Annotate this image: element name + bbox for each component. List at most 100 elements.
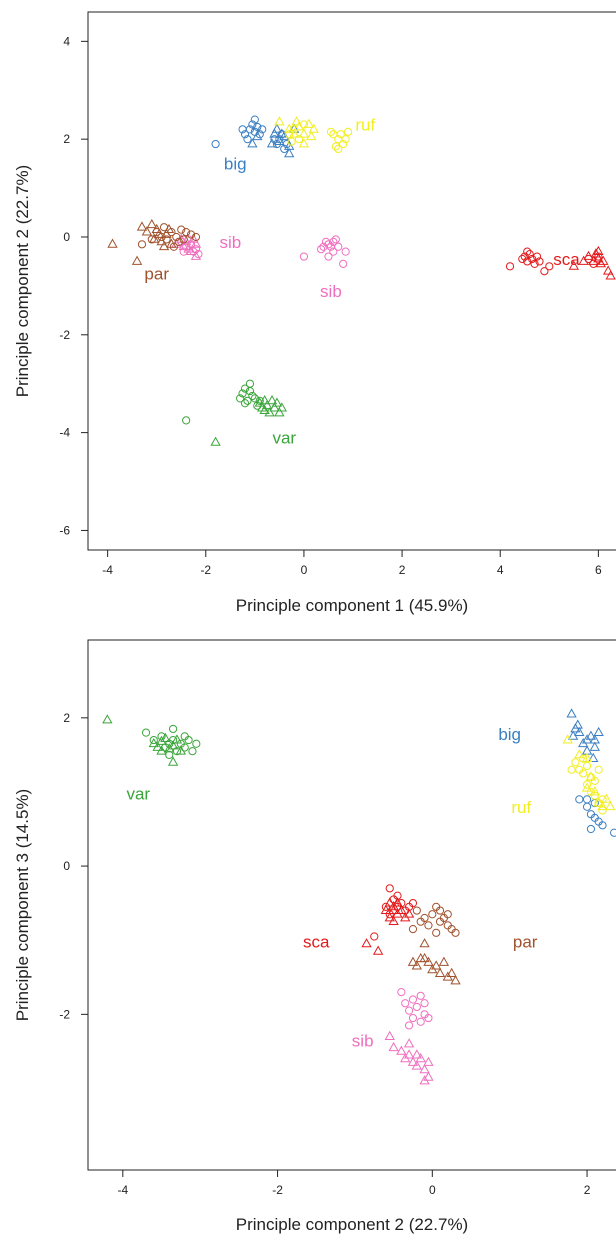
point-big-circle (240, 130, 250, 139)
point-var-circle (180, 732, 189, 741)
point-big-circle (243, 135, 252, 144)
point-sca-triangle (593, 245, 604, 256)
point-sca-circle (518, 254, 527, 264)
point-ruf-circle (294, 135, 304, 144)
point-par-circle (147, 235, 156, 244)
point-ruf-triangle (597, 800, 608, 811)
group-label-var: var (126, 784, 150, 803)
point-var-circle (236, 394, 245, 403)
point-sca-circle (528, 254, 537, 264)
x-tick-label: -4 (117, 1183, 128, 1197)
point-ruf-circle (331, 142, 340, 151)
group-label-par: par (513, 933, 538, 952)
point-par-circle (424, 921, 433, 930)
point-par-circle (408, 924, 418, 934)
point-ruf-triangle (581, 782, 593, 792)
point-var-triangle (102, 714, 113, 724)
point-par-circle (428, 910, 437, 919)
point-sib-circle (299, 252, 309, 261)
point-var-triangle (264, 407, 275, 417)
point-ruf-triangle (574, 749, 585, 759)
point-sca-triangle (593, 253, 604, 263)
point-var-circle (238, 389, 247, 398)
point-sca-circle (532, 252, 542, 261)
point-par-circle (416, 917, 425, 926)
x-tick-label: 4 (497, 563, 504, 577)
point-var-circle (243, 396, 252, 405)
point-par-triangle (141, 226, 153, 236)
point-big-circle (598, 821, 607, 830)
point-sib-circle (324, 252, 333, 261)
y-tick-label: -2 (59, 328, 70, 342)
point-par-triangle (419, 938, 430, 948)
point-par-circle (443, 910, 452, 919)
point-par-triangle (450, 975, 461, 985)
point-sca-circle (385, 884, 394, 893)
point-var-triangle (210, 436, 221, 446)
point-big-triangle (574, 726, 585, 737)
point-ruf-circle (579, 754, 588, 763)
point-par-circle (174, 237, 183, 246)
point-var-triangle (269, 402, 280, 412)
point-var-triangle (175, 745, 187, 755)
point-var-triangle (261, 399, 273, 410)
point-var-triangle (167, 756, 179, 766)
point-big-triangle (585, 730, 597, 740)
point-sib-circle (331, 235, 340, 244)
point-par-triangle (431, 960, 442, 970)
point-big-circle (248, 120, 257, 129)
point-sib-circle (401, 999, 410, 1008)
group-label-ruf: ruf (511, 798, 531, 817)
point-var-circle (192, 739, 201, 748)
point-sib-triangle (423, 1071, 434, 1081)
point-var-circle (149, 735, 158, 745)
point-sib-circle (341, 247, 350, 256)
point-var-circle (250, 394, 259, 403)
point-sib-circle (408, 995, 418, 1004)
point-sca-triangle (361, 938, 372, 948)
point-sca-triangle (403, 908, 415, 918)
point-par-circle (182, 227, 191, 237)
point-ruf-triangle (298, 138, 310, 148)
point-ruf-triangle (303, 118, 315, 128)
point-sca-triangle (380, 904, 392, 914)
point-sca-circle (381, 902, 390, 911)
point-ruf-circle (598, 806, 607, 815)
point-big-triangle (593, 726, 604, 737)
point-ruf-circle (579, 769, 588, 778)
point-sca-triangle (396, 904, 407, 914)
x-tick-label: -4 (102, 563, 113, 577)
point-sca-triangle (372, 945, 384, 955)
point-ruf-triangle (585, 771, 597, 781)
point-big-triangle (566, 708, 577, 718)
point-big-triangle (279, 130, 290, 141)
point-ruf-circle (582, 780, 592, 789)
point-sib-circle (404, 1021, 414, 1030)
point-sib-circle (319, 242, 328, 251)
point-sca-triangle (388, 915, 399, 926)
point-big-circle (258, 125, 267, 134)
point-sib-circle (329, 247, 338, 256)
point-par-triangle (151, 223, 162, 234)
point-par-triangle (107, 238, 118, 248)
plot-frame (87, 639, 616, 1171)
y-tick-label: 4 (63, 34, 70, 48)
point-sib-triangle (407, 1056, 419, 1066)
point-par-triangle (146, 218, 157, 229)
point-ruf-triangle (284, 123, 295, 133)
point-par-triangle (407, 956, 419, 966)
group-label-sca: sca (553, 250, 580, 269)
point-sca-circle (535, 257, 544, 266)
point-ruf-circle (590, 791, 599, 800)
x-axis-label: Principle component 2 (22.7%) (236, 1215, 468, 1234)
point-sca-triangle (384, 912, 395, 922)
point-ruf-triangle (291, 116, 302, 126)
point-var-triangle (259, 404, 270, 414)
point-sib-triangle (190, 238, 202, 248)
point-sib-triangle (403, 1049, 415, 1059)
point-ruf-circle (334, 144, 343, 154)
point-sib-circle (420, 999, 429, 1008)
point-sib-triangle (403, 1038, 415, 1048)
point-sca-circle (545, 262, 554, 271)
point-sca-triangle (605, 270, 616, 280)
